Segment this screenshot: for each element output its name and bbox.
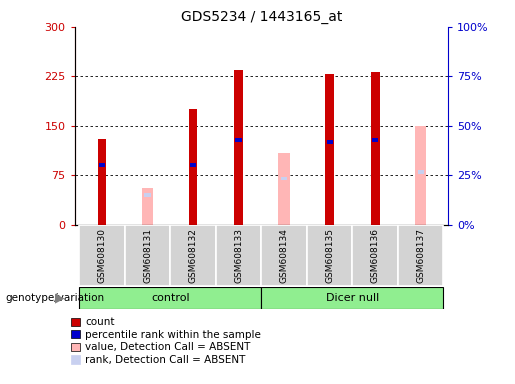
Bar	[144, 193, 151, 197]
Bar	[188, 109, 197, 225]
Text: control: control	[151, 293, 190, 303]
Text: genotype/variation: genotype/variation	[5, 293, 104, 303]
Legend: count, percentile rank within the sample, value, Detection Call = ABSENT, rank, : count, percentile rank within the sample…	[70, 316, 262, 366]
Text: GSM608137: GSM608137	[416, 228, 425, 283]
Text: GSM608134: GSM608134	[280, 228, 288, 283]
FancyBboxPatch shape	[261, 287, 443, 309]
FancyBboxPatch shape	[79, 225, 125, 286]
Title: GDS5234 / 1443165_at: GDS5234 / 1443165_at	[181, 10, 342, 25]
Text: ▶: ▶	[55, 291, 64, 305]
Bar	[371, 72, 380, 225]
FancyBboxPatch shape	[125, 225, 170, 286]
FancyBboxPatch shape	[170, 225, 216, 286]
Bar	[415, 126, 426, 225]
Text: GSM608135: GSM608135	[325, 228, 334, 283]
Bar	[325, 74, 334, 225]
Bar	[99, 163, 105, 167]
FancyBboxPatch shape	[307, 225, 352, 286]
FancyBboxPatch shape	[398, 225, 443, 286]
Text: GSM608130: GSM608130	[97, 228, 107, 283]
Bar	[190, 163, 196, 167]
Bar	[235, 138, 242, 142]
Text: GSM608131: GSM608131	[143, 228, 152, 283]
FancyBboxPatch shape	[79, 287, 261, 309]
Text: GSM608133: GSM608133	[234, 228, 243, 283]
FancyBboxPatch shape	[261, 225, 307, 286]
Bar	[234, 70, 243, 225]
Bar	[372, 138, 379, 142]
Bar	[327, 140, 333, 144]
Bar	[279, 154, 290, 225]
Bar	[281, 177, 287, 180]
FancyBboxPatch shape	[216, 225, 261, 286]
Bar	[142, 189, 153, 225]
Text: GSM608132: GSM608132	[188, 228, 198, 283]
FancyBboxPatch shape	[352, 225, 398, 286]
Bar	[418, 170, 424, 174]
Text: GSM608136: GSM608136	[371, 228, 380, 283]
Text: Dicer null: Dicer null	[326, 293, 379, 303]
Bar	[98, 139, 107, 225]
